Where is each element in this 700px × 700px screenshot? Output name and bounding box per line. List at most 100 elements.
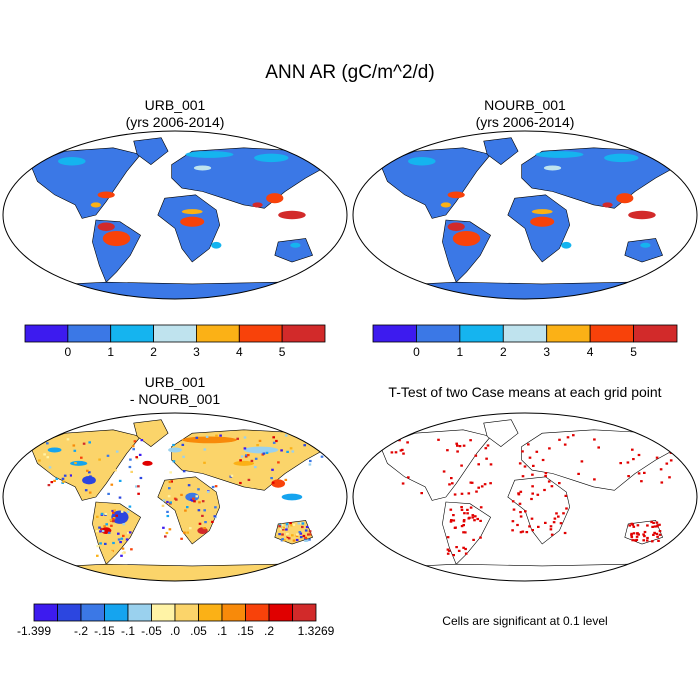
diff-grid-cell (140, 439, 144, 442)
diff-grid-cell (283, 465, 287, 468)
diff-grid-cell (110, 483, 114, 486)
diff-grid-cell (111, 518, 115, 521)
ttest-grid-cell (401, 448, 404, 451)
diff-grid-cell (292, 539, 296, 542)
ttest-grid-cell (531, 473, 534, 476)
ttest-grid-cell (446, 536, 450, 539)
colorbar-diff-swatch-9 (245, 603, 270, 622)
ttest-grid-cell (532, 464, 535, 467)
ttest-grid-cell (407, 476, 410, 479)
ttest-grid-cell (511, 500, 515, 503)
diff-grid-cell (166, 514, 170, 518)
ttest-grid-cell (460, 492, 464, 495)
colorbar-diff-tick-label: 1.3269 (298, 624, 335, 638)
diff-grid-cell (162, 499, 166, 502)
diff-grid-cell (201, 514, 204, 517)
ttest-grid-cell (544, 474, 547, 478)
colorbar-urb-swatch-6 (281, 324, 326, 343)
diff-grid-cell (120, 510, 124, 513)
colorbar-nourb-tick-label: 5 (630, 345, 637, 359)
diff-grid-cell (172, 460, 176, 463)
diff-grid-cell (299, 536, 303, 539)
diff-grid-cell (139, 476, 143, 480)
ttest-grid-cell (559, 522, 563, 525)
ttest-grid-cell (544, 521, 547, 524)
colorbar-nourb-swatch-0 (372, 324, 417, 343)
colorbar-diff-swatch-8 (221, 603, 246, 622)
diff-grid-cell (74, 476, 77, 480)
ttest-grid-cell (557, 515, 560, 518)
ttest-grid-cell (468, 516, 471, 519)
ttest-grid-cell (531, 485, 534, 488)
diff-grid-cell (215, 434, 218, 437)
diff-grid-cell (291, 534, 294, 537)
diff-grid-cell (281, 538, 284, 541)
urb-land-africa (157, 194, 221, 263)
diff-grid-cell (295, 534, 299, 537)
ttest-grid-cell (394, 451, 398, 454)
diff-grid-cell (305, 539, 309, 542)
diff-grid-cell (168, 487, 171, 490)
diff-grid-cell (291, 450, 295, 453)
diff-grid-cell (137, 485, 140, 488)
ttest-grid-cell (550, 533, 554, 536)
ttest-grid-cell (446, 449, 449, 452)
colorbar-urb-swatch-4 (196, 324, 240, 343)
diff-grid-cell (280, 523, 284, 526)
ttest-grid-cell (658, 530, 662, 533)
colorbar-urb-tick-label: 3 (193, 345, 200, 359)
diff-grid-cell (112, 520, 115, 523)
diff-grid-cell (133, 440, 137, 443)
colorbar-urb-swatch-3 (153, 324, 197, 343)
nourb-cell-cluster-7 (628, 210, 656, 220)
ttest-grid-cell (462, 546, 465, 549)
diff-grid-cell (185, 502, 188, 505)
diff-land-north-america (30, 429, 142, 501)
diff-grid-cell (309, 459, 312, 463)
ttest-grid-cell (456, 450, 459, 453)
colorbar-nourb-tick-label: 4 (587, 345, 594, 359)
colorbar-nourb-swatch-6 (633, 324, 678, 343)
ttest-grid-cell (632, 525, 636, 528)
diff-grid-cell (99, 542, 102, 545)
nourb-cell-cluster-2 (452, 230, 481, 247)
ttest-grid-cell (460, 464, 463, 467)
diff-grid-cell (247, 454, 250, 457)
ttest-grid-cell (577, 472, 580, 475)
colorbar-urb-tick-label: 2 (150, 345, 157, 359)
ttest-grid-cell (565, 507, 568, 510)
ttest-grid-cell (549, 525, 553, 528)
ttest-grid-cell (401, 482, 405, 485)
diff-grid-cell (131, 445, 135, 448)
diff-grid-cell (243, 447, 247, 450)
ttest-grid-cell (630, 532, 633, 535)
ttest-grid-cell (406, 441, 409, 444)
ttest-grid-cell (402, 452, 405, 455)
ttest-grid-cell (530, 517, 534, 520)
diff-grid-cell (190, 498, 193, 501)
urb-cell-cluster-11 (58, 157, 86, 166)
panel-title-nourb-line2: (yrs 2006-2014) (475, 114, 575, 130)
diff-grid-cell (104, 512, 108, 516)
colorbar-nourb-swatch-2 (459, 324, 504, 343)
map-diff-border (2, 412, 348, 582)
panel-title-nourb: NOURB_001 (yrs 2006-2014) (375, 97, 675, 131)
colorbar-nourb-swatch-1 (416, 324, 461, 343)
ttest-grid-cell (631, 539, 634, 542)
diff-grid-cell (127, 532, 130, 535)
diff-grid-cell (168, 480, 172, 484)
diff-grid-cell (98, 526, 101, 529)
ttest-grid-cell (550, 485, 554, 488)
colorbar-nourb-swatch-4 (546, 324, 591, 343)
nourb-land-antarctica (369, 281, 681, 299)
diff-grid-cell (187, 484, 191, 487)
diff-grid-cell (46, 456, 50, 459)
colorbar-urb-swatch-1 (67, 324, 112, 343)
diff-grid-cell (115, 450, 119, 453)
diff-grid-cell (115, 520, 119, 523)
ttest-grid-cell (474, 515, 477, 518)
diff-grid-cell (120, 537, 124, 540)
diff-grid-cell (166, 500, 169, 504)
ttest-grid-cell (473, 519, 476, 522)
urb-cell-cluster-1 (90, 202, 102, 208)
